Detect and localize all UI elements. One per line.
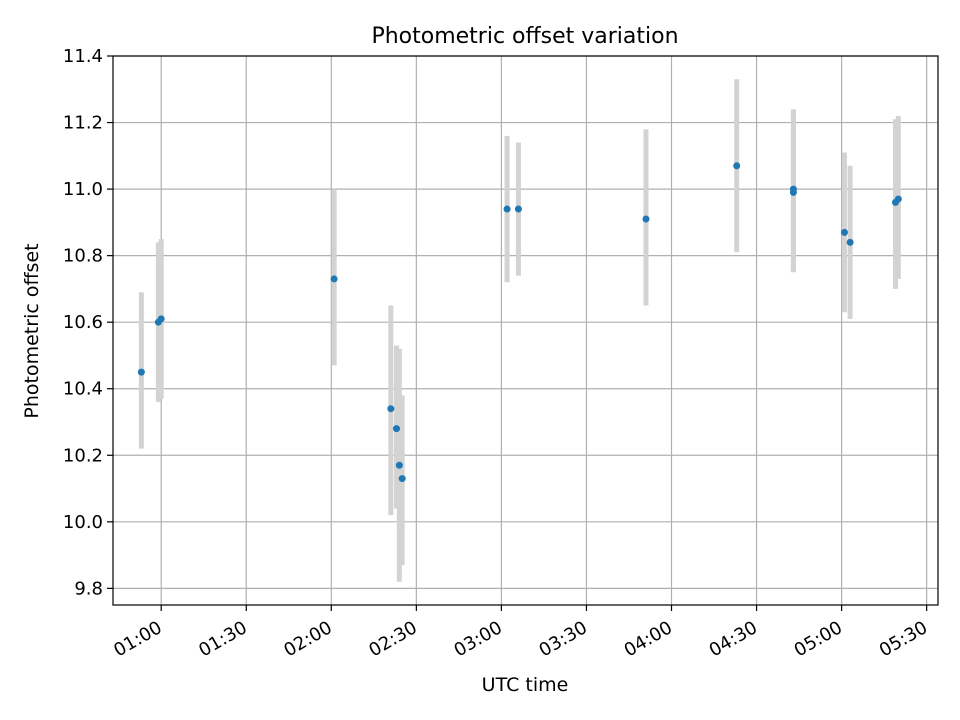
- data-point: [840, 228, 848, 236]
- data-point: [503, 205, 511, 213]
- y-tick-label: 10.0: [63, 512, 103, 533]
- chart-title: Photometric offset variation: [371, 24, 678, 49]
- x-axis-label: UTC time: [482, 674, 569, 696]
- data-point: [894, 195, 902, 203]
- y-axis-ticks: 9.8 10.0 10.2 10.4 10.6 10.8 11.0 11.2 11.4: [63, 46, 113, 599]
- y-tick-label: 9.8: [74, 578, 103, 599]
- y-tick-label: 10.2: [63, 445, 103, 466]
- data-point: [514, 205, 522, 213]
- grid-lines: [113, 55, 938, 605]
- data-point: [395, 461, 403, 469]
- data-point: [398, 475, 406, 483]
- y-tick-label: 11.0: [63, 179, 103, 200]
- y-tick-label: 11.4: [63, 46, 103, 67]
- data-point: [789, 185, 797, 193]
- data-point: [137, 368, 145, 376]
- y-tick-label: 10.6: [63, 312, 103, 333]
- plot-frame: [112, 55, 939, 606]
- y-tick-label: 10.4: [63, 379, 103, 400]
- data-point: [733, 162, 741, 170]
- data-point: [393, 425, 401, 433]
- data-point: [387, 405, 395, 413]
- data-point: [330, 275, 338, 283]
- data-point: [157, 315, 165, 323]
- data-point: [846, 238, 854, 246]
- y-axis-label: Photometric offset: [21, 243, 43, 418]
- data-point: [642, 215, 650, 223]
- data-points: [137, 162, 902, 483]
- y-tick-label: 10.8: [63, 246, 103, 267]
- y-tick-label: 11.2: [63, 113, 103, 134]
